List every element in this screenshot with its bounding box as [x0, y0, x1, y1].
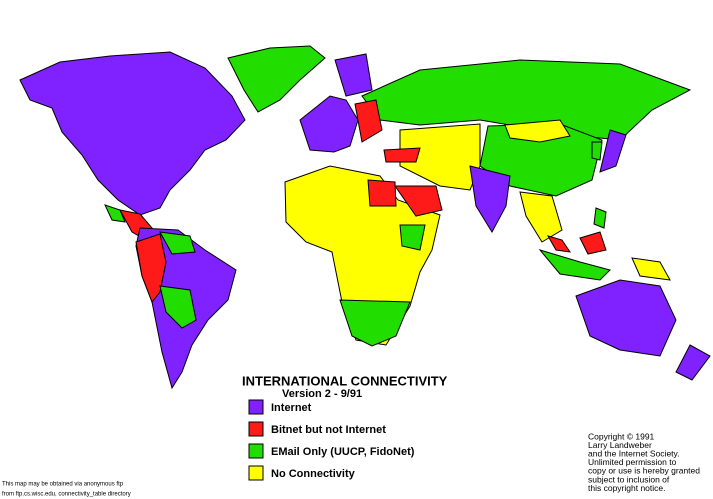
region: [399, 224, 426, 251]
legend-label: No Connectivity: [271, 468, 356, 480]
legend-swatch: [248, 465, 264, 481]
region: [504, 119, 571, 143]
region: [469, 165, 511, 234]
copyright-line: Unlimited permission to: [588, 457, 677, 467]
legend-label: Bitnet but not Internet: [271, 424, 386, 436]
legend: Internet Bitnet but not Internet EMail Onl…: [248, 399, 415, 481]
region: [399, 123, 481, 191]
region: [675, 344, 711, 381]
copyright-line: subject to inclusion of: [588, 474, 670, 484]
copyright-line: Larry Landweber: [588, 440, 652, 450]
region: [538, 249, 611, 281]
copyright-line: Copyright © 1991: [588, 431, 655, 441]
region: [159, 285, 197, 329]
legend-title: INTERNATIONAL CONNECTIVITY: [242, 373, 448, 388]
source-line: This map may be obtained via anonymous f…: [2, 482, 124, 488]
region: [519, 191, 563, 243]
region: [599, 129, 627, 173]
legend-swatch: [248, 421, 264, 437]
legend-box: [233, 372, 471, 492]
legend-subtitle: Version 2 - 9/91: [282, 388, 362, 400]
region: [299, 95, 359, 153]
region: [546, 235, 572, 253]
region: [354, 99, 383, 143]
region: [591, 141, 603, 161]
region: [394, 185, 443, 217]
region: [339, 299, 411, 347]
copyright-line: this copyright notice.: [588, 483, 665, 493]
region: [367, 179, 397, 207]
region: [104, 204, 126, 223]
region: [593, 207, 607, 229]
region: [334, 53, 373, 97]
source-note: This map may be obtained via anonymous f…: [2, 482, 131, 498]
region: [159, 231, 196, 255]
region: [579, 231, 607, 255]
region: [227, 45, 326, 113]
source-line: from ftp.cs.wisc.edu, connectivity_table…: [2, 492, 131, 498]
map-regions: [19, 45, 711, 390]
region: [19, 51, 246, 216]
legend-label: EMail Only (UUCP, FidoNet): [271, 446, 415, 458]
region: [631, 257, 671, 281]
copyright-line: copy or use is hereby granted: [588, 466, 700, 476]
region: [575, 279, 677, 357]
region: [135, 233, 167, 303]
legend-swatch: [248, 443, 264, 459]
region: [383, 147, 421, 163]
legend-swatch: [248, 399, 264, 415]
legend-label: Internet: [271, 402, 312, 414]
copyright-line: and the Internet Society.: [588, 448, 680, 458]
